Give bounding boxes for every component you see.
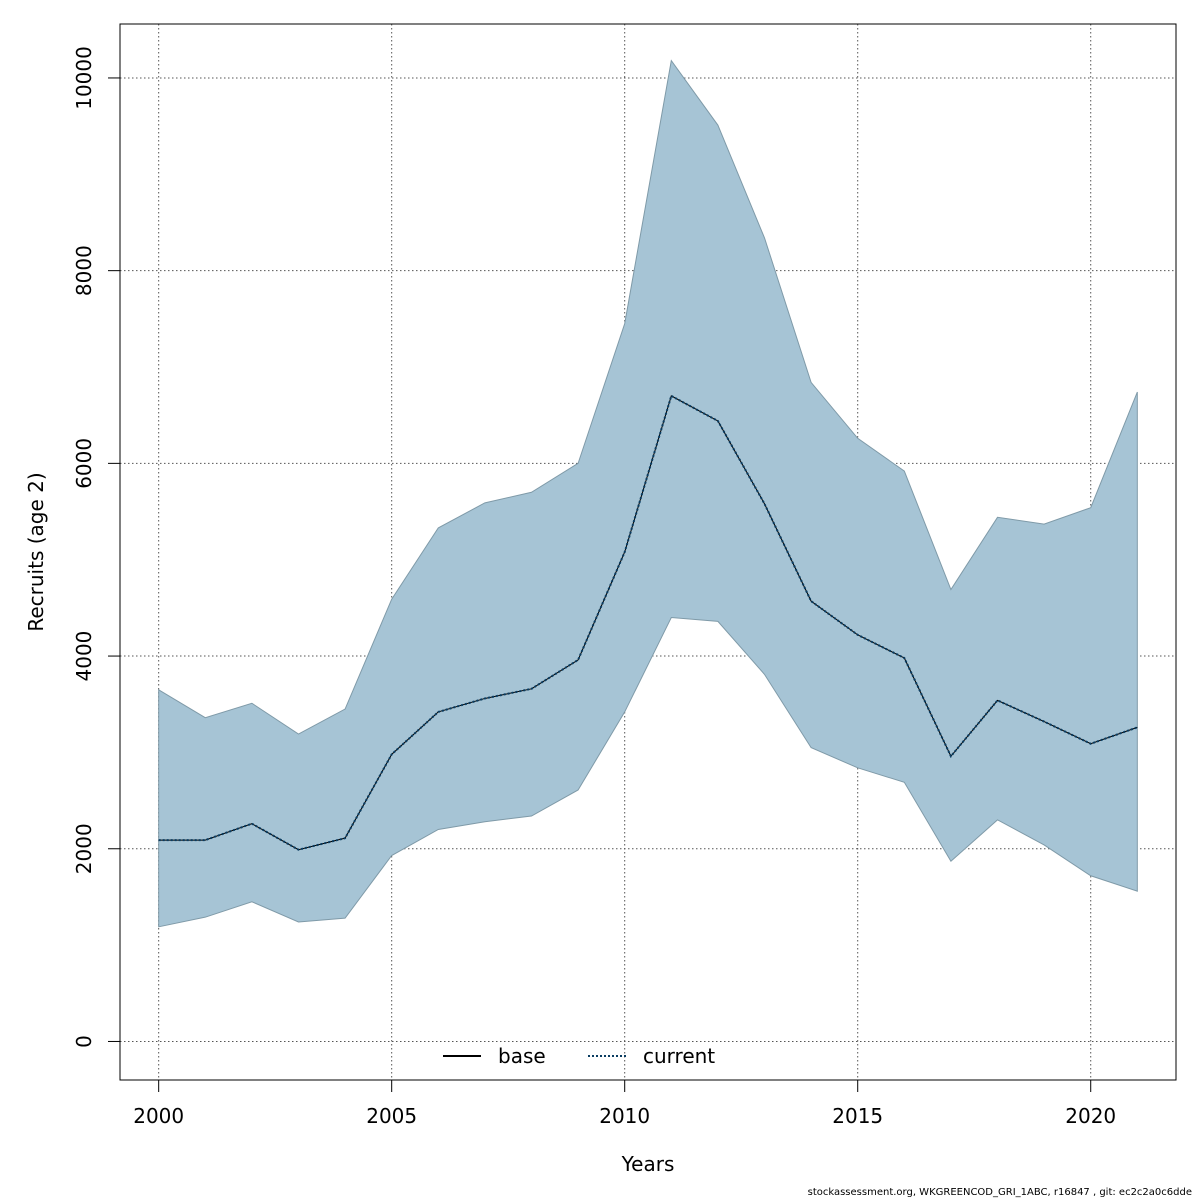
y-tick-label-10000: 10000 <box>72 46 96 110</box>
axis-layer: 2000 2005 2010 2015 2020 0 2000 4000 6000 8000 100… <box>72 46 1116 1128</box>
y-axis-label: Recruits (age 2) <box>24 472 48 631</box>
y-tick-label-2000: 2000 <box>72 823 96 874</box>
y-tick-label-4000: 4000 <box>72 631 96 682</box>
confidence-band <box>158 59 1138 928</box>
x-tick-label-2020: 2020 <box>1065 1104 1116 1128</box>
series-line-current <box>158 394 1138 851</box>
band-layer <box>158 59 1138 928</box>
y-tick-label-8000: 8000 <box>72 245 96 296</box>
legend-label-current: current <box>643 1044 715 1068</box>
series-layer <box>158 394 1138 851</box>
plot-frame <box>119 23 1177 1081</box>
y-tick-label-0: 0 <box>72 1035 96 1048</box>
y-tick-label-6000: 6000 <box>72 438 96 489</box>
legend-label-base: base <box>498 1044 546 1068</box>
legend: base current <box>443 1044 715 1068</box>
x-tick-label-2000: 2000 <box>133 1104 184 1128</box>
x-axis-label: Years <box>621 1152 675 1176</box>
x-tick-label-2010: 2010 <box>599 1104 650 1128</box>
footer-note: stockassessment.org, WKGREENCOD_GRI_1ABC… <box>807 1187 1192 1198</box>
x-tick-label-2015: 2015 <box>832 1104 883 1128</box>
x-tick-label-2005: 2005 <box>366 1104 417 1128</box>
